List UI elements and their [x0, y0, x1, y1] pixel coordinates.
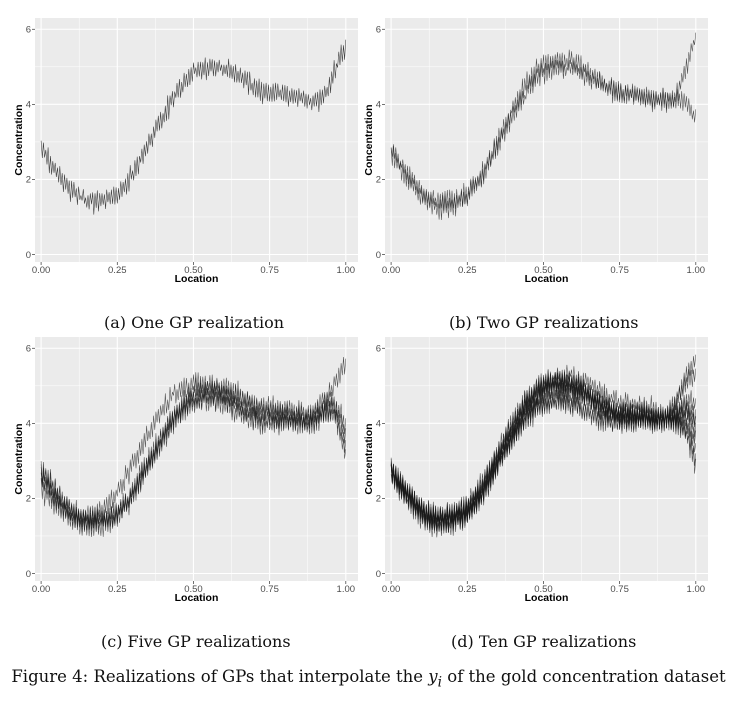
panel-d-caption: (d) Ten GP realizations [451, 632, 637, 651]
y-axis-label: Concentration [13, 104, 25, 175]
figure-caption-suffix: of the gold concentration dataset [442, 667, 726, 686]
x-tick-label: 0.25 [458, 265, 477, 276]
x-axis-label: Location [175, 273, 219, 285]
y-axis-label: Concentration [363, 104, 375, 175]
y-tick-label: 2 [26, 494, 31, 505]
x-tick-label: 0.50 [184, 265, 203, 276]
x-tick-label: 1.00 [687, 265, 706, 276]
x-tick-label: 0.75 [260, 584, 279, 595]
x-tick-label: 0.75 [610, 265, 629, 276]
plot-background [35, 337, 358, 581]
y-tick-label: 6 [26, 344, 31, 355]
panel-b-caption: (b) Two GP realizations [449, 313, 639, 332]
chart-panel-a: 0.00 0.25 0.50 0.75 1.00 0 2 4 6 Location Concentr… [13, 18, 358, 285]
gp-realization-line [390, 369, 697, 528]
plot-background [35, 18, 358, 262]
y-tick-label: 4 [376, 100, 381, 111]
figure-caption-prefix: Figure 4: Realizations of GPs that inter… [11, 667, 429, 686]
y-axis-label: Concentration [363, 423, 375, 494]
x-tick-label: 0.50 [534, 265, 553, 276]
x-tick-label: 1.00 [337, 584, 356, 595]
y-tick-label: 0 [26, 250, 31, 261]
figure-caption-variable: y [428, 667, 438, 686]
y-tick-label: 4 [26, 419, 31, 430]
plot-background [385, 18, 708, 262]
x-tick-label: 0.00 [382, 265, 401, 276]
x-axis-label: Location [175, 592, 219, 604]
chart-panel-c: 0.00 0.25 0.50 0.75 1.00 0 2 4 6 Location Concentr… [13, 337, 358, 604]
y-tick-label: 6 [376, 25, 381, 36]
x-tick-label: 0.75 [610, 584, 629, 595]
gp-realization-line [40, 39, 347, 215]
y-tick-label: 2 [376, 494, 381, 505]
x-tick-label: 0.75 [260, 265, 279, 276]
gp-realization-line [40, 387, 347, 533]
x-tick-label: 0.00 [32, 584, 51, 595]
panel-a-caption: (a) One GP realization [104, 313, 285, 332]
figure-caption-subscript: i [437, 674, 443, 691]
x-tick-label: 0.00 [32, 265, 51, 276]
x-tick-label: 1.00 [337, 265, 356, 276]
panel-c-caption: (c) Five GP realizations [101, 632, 291, 651]
x-axis-label: Location [525, 273, 569, 285]
y-tick-label: 6 [376, 344, 381, 355]
y-tick-label: 0 [376, 250, 381, 261]
gp-realization-line [390, 49, 697, 221]
y-tick-label: 2 [26, 175, 31, 186]
figure-caption: Figure 4: Realizations of GPs that inter… [0, 667, 737, 690]
y-tick-label: 4 [376, 419, 381, 430]
y-tick-label: 6 [26, 25, 31, 36]
y-tick-label: 4 [26, 100, 31, 111]
y-tick-label: 0 [376, 569, 381, 580]
y-tick-label: 0 [26, 569, 31, 580]
x-tick-label: 0.00 [382, 584, 401, 595]
x-tick-label: 0.25 [108, 265, 127, 276]
y-tick-label: 2 [376, 175, 381, 186]
chart-panel-d: 0.00 0.25 0.50 0.75 1.00 0 2 4 6 Location Concentr… [363, 337, 708, 604]
x-tick-label: 0.25 [108, 584, 127, 595]
x-tick-label: 1.00 [687, 584, 706, 595]
plot-background [385, 337, 708, 581]
x-tick-label: 0.50 [534, 584, 553, 595]
x-tick-label: 0.50 [184, 584, 203, 595]
x-axis-label: Location [525, 592, 569, 604]
chart-panel-b: 0.00 0.25 0.50 0.75 1.00 0 2 4 6 Location Concentr… [363, 18, 708, 285]
x-tick-label: 0.25 [458, 584, 477, 595]
y-axis-label: Concentration [13, 423, 25, 494]
